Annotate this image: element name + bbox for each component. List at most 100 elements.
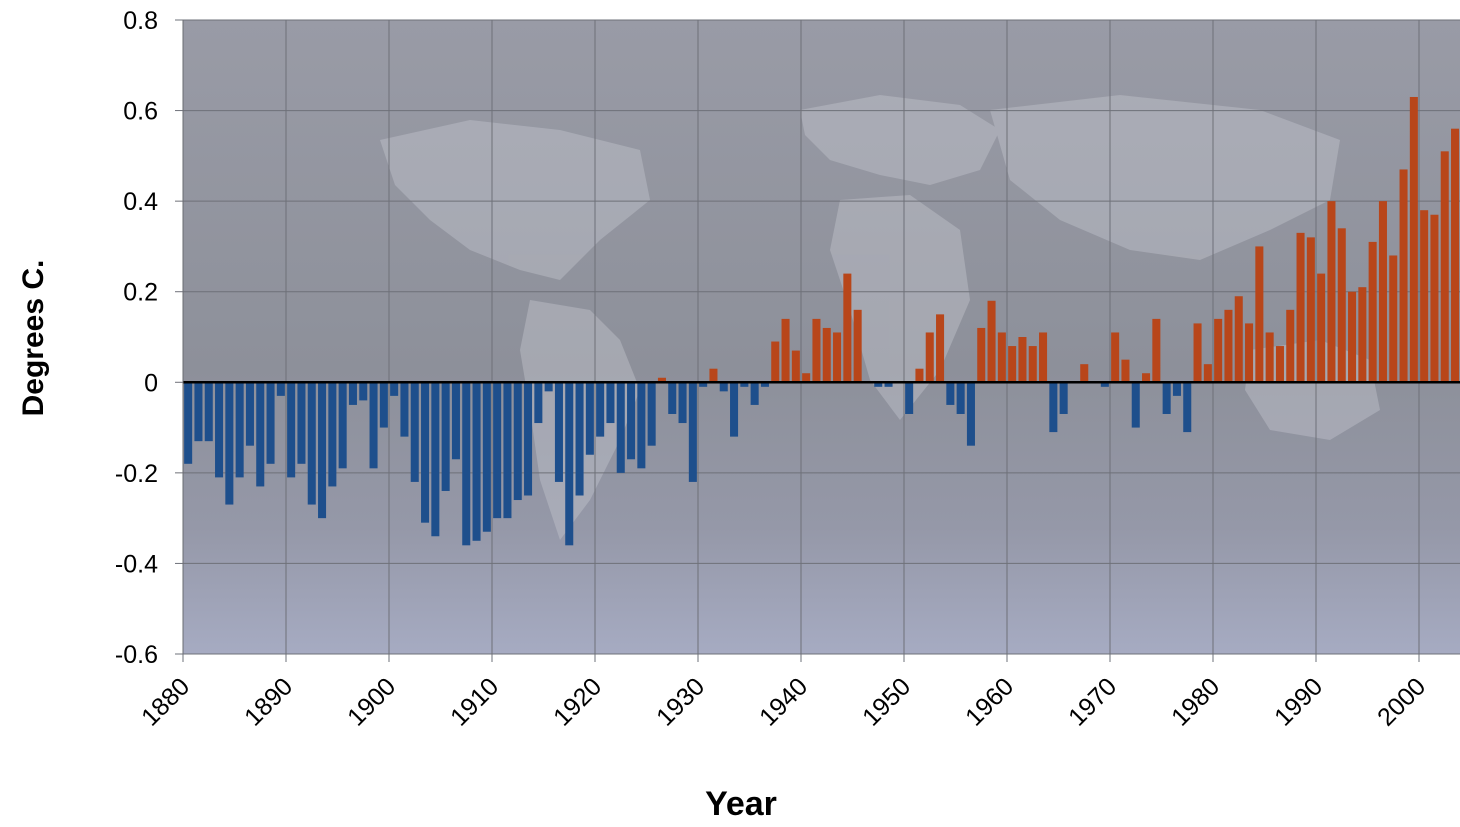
bar-1958 xyxy=(987,300,996,383)
bar-1972 xyxy=(1131,382,1140,428)
bar-1905 xyxy=(441,382,450,491)
bar-1997 xyxy=(1389,255,1398,383)
bar-1889 xyxy=(276,382,285,396)
bar-1952 xyxy=(925,332,934,383)
bar-1890 xyxy=(287,382,296,478)
bar-1940 xyxy=(802,373,811,383)
x-tick-label: 1900 xyxy=(342,672,401,731)
bar-1880 xyxy=(184,382,193,464)
bar-1919 xyxy=(585,382,594,455)
bar-1950 xyxy=(905,382,914,414)
x-tick-label: 1990 xyxy=(1269,672,1328,731)
bar-1901 xyxy=(400,382,409,437)
x-tick-label: 1890 xyxy=(239,672,298,731)
bar-1881 xyxy=(194,382,203,442)
x-tick-label: 1950 xyxy=(857,672,916,731)
bar-1909 xyxy=(482,382,491,532)
bar-1992 xyxy=(1337,228,1346,383)
bar-1954 xyxy=(946,382,955,405)
bar-1944 xyxy=(843,273,852,383)
bar-1927 xyxy=(668,382,677,414)
bar-1977 xyxy=(1183,382,1192,433)
bar-1900 xyxy=(390,382,399,396)
bar-1929 xyxy=(688,382,697,482)
bar-1947 xyxy=(874,382,883,387)
y-ticks: -0.6 -0.4 -0.2 0 0.2 0.4 0.6 0.8 xyxy=(115,7,183,669)
bar-1963 xyxy=(1039,332,1048,383)
bar-2000 xyxy=(1420,210,1429,383)
bar-1991 xyxy=(1327,201,1336,383)
y-tick-label: 0 xyxy=(144,369,158,397)
bar-1906 xyxy=(451,382,460,460)
bar-1957 xyxy=(977,327,986,383)
bar-1928 xyxy=(678,382,687,424)
bar-1910 xyxy=(493,382,502,519)
x-tick-label: 1910 xyxy=(445,672,504,731)
bar-1993 xyxy=(1348,291,1357,383)
x-axis-label: Year xyxy=(705,785,777,822)
bar-1885 xyxy=(235,382,244,478)
bar-1913 xyxy=(524,382,533,496)
bar-1935 xyxy=(750,382,759,405)
bar-1897 xyxy=(359,382,368,401)
bar-1882 xyxy=(204,382,213,442)
y-tick-label: -0.2 xyxy=(115,460,158,488)
x-tick-label: 1930 xyxy=(651,672,710,731)
bar-1942 xyxy=(822,327,831,383)
bar-1918 xyxy=(575,382,584,496)
bar-1986 xyxy=(1275,346,1284,383)
bar-1961 xyxy=(1018,337,1027,383)
bar-1975 xyxy=(1162,382,1171,414)
bar-1953 xyxy=(936,314,945,383)
bar-1911 xyxy=(503,382,512,519)
bar-1951 xyxy=(915,368,924,383)
y-tick-label: 0.2 xyxy=(123,279,158,307)
bar-1896 xyxy=(348,382,357,405)
bar-1976 xyxy=(1172,382,1181,396)
bar-1917 xyxy=(565,382,574,546)
bar-2003 xyxy=(1451,128,1460,383)
bar-1902 xyxy=(410,382,419,482)
bar-1959 xyxy=(997,332,1006,383)
bar-1931 xyxy=(709,368,718,383)
bar-1974 xyxy=(1152,318,1161,383)
y-tick-label: 0.6 xyxy=(123,98,158,126)
bar-1982 xyxy=(1234,296,1243,383)
bar-2002 xyxy=(1440,151,1449,383)
bar-1988 xyxy=(1296,232,1305,383)
x-tick-label: 1920 xyxy=(548,672,607,731)
bar-1912 xyxy=(513,382,522,501)
x-tick-label: 1940 xyxy=(754,672,813,731)
bar-1983 xyxy=(1245,323,1254,383)
bar-1989 xyxy=(1306,237,1315,383)
bar-1899 xyxy=(379,382,388,428)
bar-1938 xyxy=(781,318,790,383)
bar-1898 xyxy=(369,382,378,469)
x-ticks: 1880 1890 1900 1910 1920 1930 1940 1950 1960 1970… xyxy=(136,654,1431,732)
x-tick-label: 1960 xyxy=(960,672,1019,731)
bars xyxy=(184,96,1460,546)
bar-1936 xyxy=(760,382,769,387)
bar-1932 xyxy=(719,382,728,392)
bar-1943 xyxy=(833,332,842,383)
bar-1933 xyxy=(730,382,739,437)
bar-1920 xyxy=(596,382,605,437)
bar-1895 xyxy=(338,382,347,469)
y-axis-label: Degrees C. xyxy=(17,260,50,417)
bar-1926 xyxy=(657,377,666,383)
bar-1916 xyxy=(554,382,563,482)
bar-1922 xyxy=(616,382,625,473)
bar-1914 xyxy=(534,382,543,424)
bar-1998 xyxy=(1399,169,1408,383)
bar-1984 xyxy=(1255,246,1264,383)
bar-1884 xyxy=(225,382,234,505)
bar-1964 xyxy=(1049,382,1058,433)
x-tick-label: 2000 xyxy=(1372,672,1431,731)
bar-1970 xyxy=(1111,332,1120,383)
bar-1960 xyxy=(1008,346,1017,383)
bar-2001 xyxy=(1430,214,1439,383)
bar-1894 xyxy=(328,382,337,487)
bar-1883 xyxy=(215,382,224,478)
bar-1893 xyxy=(318,382,327,519)
bar-1887 xyxy=(256,382,265,487)
